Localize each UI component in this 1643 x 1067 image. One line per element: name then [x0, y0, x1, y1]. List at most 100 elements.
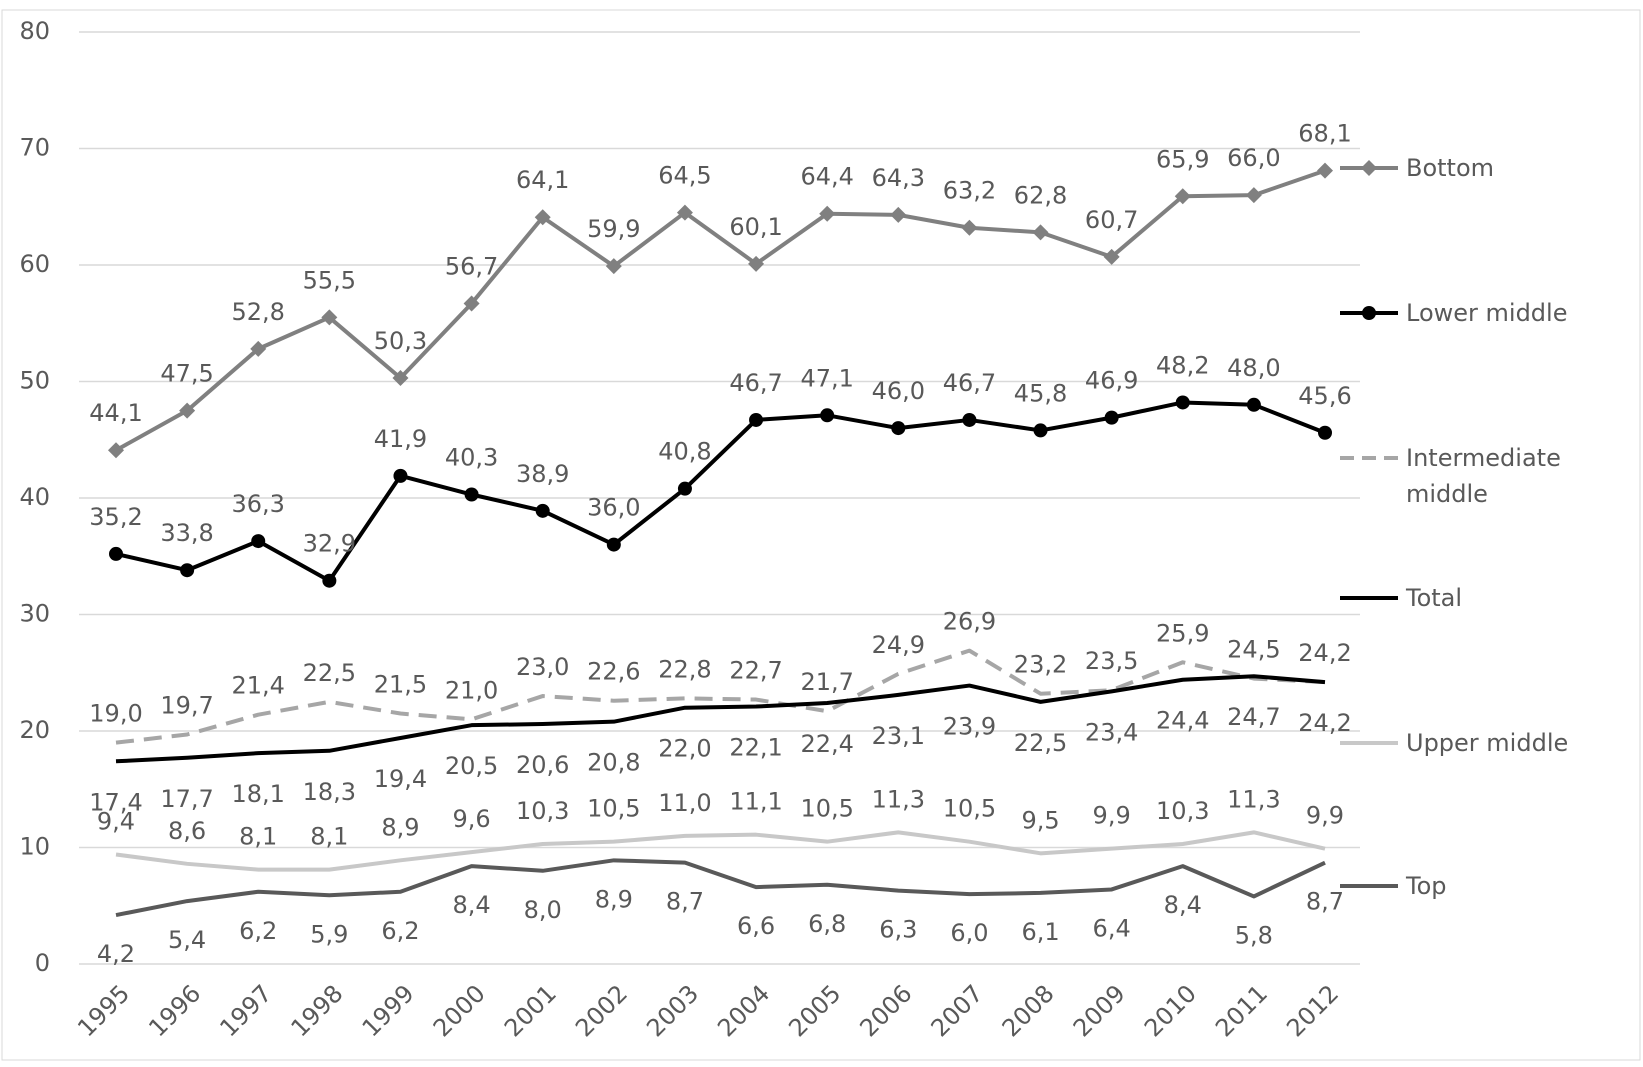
- data-label: 20,5: [445, 752, 498, 780]
- point: [250, 340, 267, 357]
- data-label: 8,6: [168, 817, 206, 845]
- y-tick-label: 40: [19, 483, 50, 511]
- data-label: 19,0: [89, 700, 142, 728]
- data-label: 40,3: [445, 444, 498, 472]
- data-label: 22,7: [729, 657, 782, 685]
- data-label: 5,9: [310, 920, 348, 948]
- point: [109, 546, 123, 561]
- data-label: 47,5: [160, 360, 213, 388]
- data-label: 6,2: [239, 917, 277, 945]
- data-label: 17,4: [89, 788, 142, 816]
- data-label: 22,8: [658, 655, 711, 683]
- data-label: 65,9: [1156, 145, 1209, 173]
- legend-marker: [1362, 306, 1376, 320]
- y-tick-label: 50: [19, 367, 50, 395]
- data-label: 23,5: [1085, 647, 1138, 675]
- data-label: 23,0: [516, 653, 569, 681]
- data-label: 24,4: [1156, 707, 1209, 735]
- data-label: 17,7: [160, 785, 213, 813]
- data-label: 38,9: [516, 460, 569, 488]
- legend-swatch: [1340, 306, 1398, 320]
- point: [1245, 187, 1262, 204]
- legend-swatch: [1340, 160, 1398, 176]
- point: [1103, 248, 1120, 265]
- point: [962, 412, 977, 427]
- data-label: 23,2: [1014, 651, 1067, 679]
- data-label: 23,4: [1085, 718, 1138, 746]
- legend-swatch: [1340, 596, 1398, 600]
- data-label: 45,8: [1014, 379, 1067, 407]
- legend-item: Intermediate middle: [1338, 440, 1576, 512]
- data-label: 33,8: [160, 519, 213, 547]
- x-tick-label: 2001: [499, 979, 562, 1042]
- point: [179, 402, 196, 419]
- data-label: 46,7: [729, 369, 782, 397]
- data-label: 21,7: [800, 668, 853, 696]
- y-tick-label: 0: [35, 949, 50, 977]
- data-label: 46,7: [943, 369, 996, 397]
- data-label: 19,7: [160, 691, 213, 719]
- point: [1174, 188, 1191, 205]
- point: [890, 206, 907, 223]
- data-label: 20,8: [587, 749, 640, 777]
- data-label: 19,4: [374, 765, 427, 793]
- point: [463, 295, 480, 312]
- x-tick-label: 1996: [143, 979, 206, 1042]
- data-label: 60,1: [729, 213, 782, 241]
- x-tick-label: 2003: [641, 979, 704, 1042]
- data-label: 21,0: [445, 676, 498, 704]
- data-label: 63,2: [943, 177, 996, 205]
- data-label: 11,1: [729, 788, 782, 816]
- data-label: 22,1: [729, 734, 782, 762]
- y-tick-label: 60: [19, 250, 50, 278]
- data-label: 6,0: [950, 919, 988, 947]
- data-label: 23,1: [872, 722, 925, 750]
- series-line: [115, 674, 1326, 764]
- data-label: 23,9: [943, 713, 996, 741]
- x-tick-label: 2011: [1210, 979, 1273, 1042]
- x-tick-label: 2000: [428, 979, 491, 1042]
- data-label: 21,5: [374, 671, 427, 699]
- legend-item: Total: [1338, 580, 1576, 616]
- data-label: 52,8: [232, 298, 285, 326]
- data-label: 5,4: [168, 926, 206, 954]
- series-line: [115, 400, 1326, 583]
- x-tick-label: 1999: [357, 979, 420, 1042]
- data-label: 24,5: [1227, 636, 1280, 664]
- data-label: 8,1: [239, 823, 277, 851]
- data-label: 32,9: [303, 530, 356, 558]
- x-tick-label: 2006: [854, 979, 917, 1042]
- data-label: 8,7: [1306, 888, 1344, 916]
- legend-swatch: [1340, 884, 1398, 888]
- data-label: 47,1: [800, 364, 853, 392]
- data-label: 22,5: [303, 659, 356, 687]
- data-label: 8,7: [666, 888, 704, 916]
- data-label: 9,9: [1306, 802, 1344, 830]
- data-label: 24,2: [1298, 709, 1351, 737]
- data-label: 9,4: [97, 807, 135, 835]
- legend-item: Lower middle: [1338, 295, 1576, 331]
- data-label: 9,9: [1093, 802, 1131, 830]
- data-label: 41,9: [374, 425, 427, 453]
- data-label: 46,0: [872, 377, 925, 405]
- data-label: 6,2: [381, 917, 419, 945]
- data-label: 50,3: [374, 327, 427, 355]
- data-label: 8,9: [381, 813, 419, 841]
- data-label: 18,3: [303, 778, 356, 806]
- legend-label: Total: [1406, 584, 1463, 612]
- data-label: 22,4: [800, 730, 853, 758]
- data-label: 10,3: [1156, 797, 1209, 825]
- data-label: 10,5: [587, 795, 640, 823]
- data-label: 6,6: [737, 912, 775, 940]
- point: [1104, 410, 1119, 425]
- data-label: 44,1: [89, 399, 142, 427]
- data-label: 64,4: [800, 163, 853, 191]
- data-label: 68,1: [1298, 120, 1351, 148]
- point: [748, 255, 765, 272]
- y-tick-label: 20: [19, 716, 50, 744]
- data-label: 6,3: [879, 916, 917, 944]
- point: [464, 487, 479, 502]
- point: [322, 573, 337, 588]
- series-line: [115, 858, 1326, 918]
